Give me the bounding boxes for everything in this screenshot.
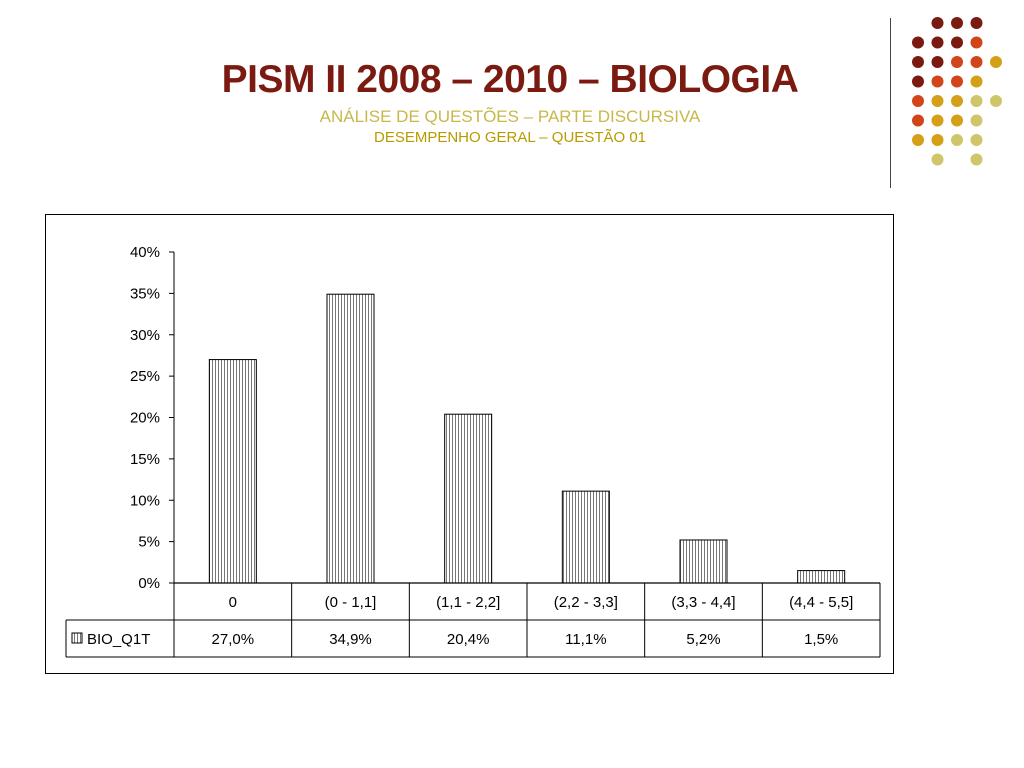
slide-header: PISM II 2008 – 2010 – BIOLOGIA ANÁLISE D… xyxy=(150,58,870,148)
category-label: (1,1 - 2,2] xyxy=(436,594,500,611)
decorative-dot xyxy=(970,153,983,166)
slide-subtitle: ANÁLISE DE QUESTÕES – PARTE DISCURSIVA xyxy=(319,107,701,126)
decorative-dot xyxy=(931,153,944,166)
slide-subtitle-secondary: DESEMPENHO GERAL – QUESTÃO 01 xyxy=(373,129,647,146)
y-tick-label: 35% xyxy=(130,285,160,302)
decorative-dot xyxy=(912,75,924,88)
category-label: (0 - 1,1] xyxy=(325,594,377,611)
decorative-dot xyxy=(912,95,924,107)
bar xyxy=(208,359,257,584)
legend-swatch xyxy=(71,632,83,644)
y-tick-label: 30% xyxy=(130,327,160,344)
decorative-dot xyxy=(990,56,1002,68)
category-label: (2,2 - 3,3] xyxy=(554,594,618,611)
decorative-dot xyxy=(931,17,944,29)
category-label: (4,4 - 5,5] xyxy=(789,594,853,611)
decorative-dot xyxy=(931,36,944,49)
category-label: (3,3 - 4,4] xyxy=(671,594,735,611)
decorative-dot xyxy=(931,95,944,107)
decorative-dot xyxy=(990,95,1002,107)
decorative-dot xyxy=(951,95,963,107)
category-label: 0 xyxy=(229,594,237,611)
decorative-dot xyxy=(951,134,963,146)
decorative-dot xyxy=(970,75,983,88)
decorative-dot xyxy=(912,114,924,127)
slide-title: PISM II 2008 – 2010 – BIOLOGIA xyxy=(221,58,799,101)
y-tick-label: 15% xyxy=(130,451,160,468)
decorative-dot xyxy=(970,36,983,49)
y-tick-label: 25% xyxy=(130,368,160,385)
legend-series-name: BIO_Q1T xyxy=(87,631,150,648)
y-tick-label: 0% xyxy=(138,575,160,592)
bar-chart: 0% 5% 10% 15% 20% 25% 30% 35% 40% 0 (0 - 1,1] (1,1 … xyxy=(65,244,881,658)
chart-frame: 0% 5% 10% 15% 20% 25% 30% 35% 40% 0 (0 - 1,1] (1,1 … xyxy=(45,214,894,674)
data-value-label: 5,2% xyxy=(686,631,720,648)
decorative-dot xyxy=(912,134,924,146)
decorative-dot xyxy=(970,56,983,68)
decorative-dot xyxy=(970,114,983,127)
bar xyxy=(561,490,610,584)
decorative-dot xyxy=(951,75,963,88)
decorative-dot xyxy=(970,95,983,107)
bar xyxy=(444,413,493,584)
data-value-label: 34,9% xyxy=(329,631,372,648)
data-value-label: 1,5% xyxy=(804,631,838,648)
decorative-dot xyxy=(951,36,963,49)
data-value-label: 20,4% xyxy=(447,631,490,648)
y-tick-label: 5% xyxy=(138,534,160,551)
decorative-dot xyxy=(931,114,944,127)
decorative-dot xyxy=(951,114,963,127)
bar xyxy=(797,570,846,584)
dot-decoration xyxy=(912,17,1002,166)
decorative-dot xyxy=(931,56,944,68)
data-value-label: 11,1% xyxy=(565,631,606,648)
y-tick-label: 20% xyxy=(130,410,160,427)
data-value-label: 27,0% xyxy=(212,631,255,648)
bar xyxy=(326,293,375,584)
y-tick-label: 40% xyxy=(130,244,160,261)
decorative-dot xyxy=(931,75,944,88)
decorative-dot xyxy=(951,17,963,29)
decorative-dot xyxy=(951,56,963,68)
decorative-dot xyxy=(970,134,983,146)
divider-line xyxy=(890,18,891,188)
y-tick-label: 10% xyxy=(130,492,160,509)
decorative-dot xyxy=(931,134,944,146)
bar xyxy=(679,539,728,584)
decorative-dot xyxy=(912,36,924,49)
decorative-dot xyxy=(912,56,924,68)
decorative-dot xyxy=(970,17,983,29)
